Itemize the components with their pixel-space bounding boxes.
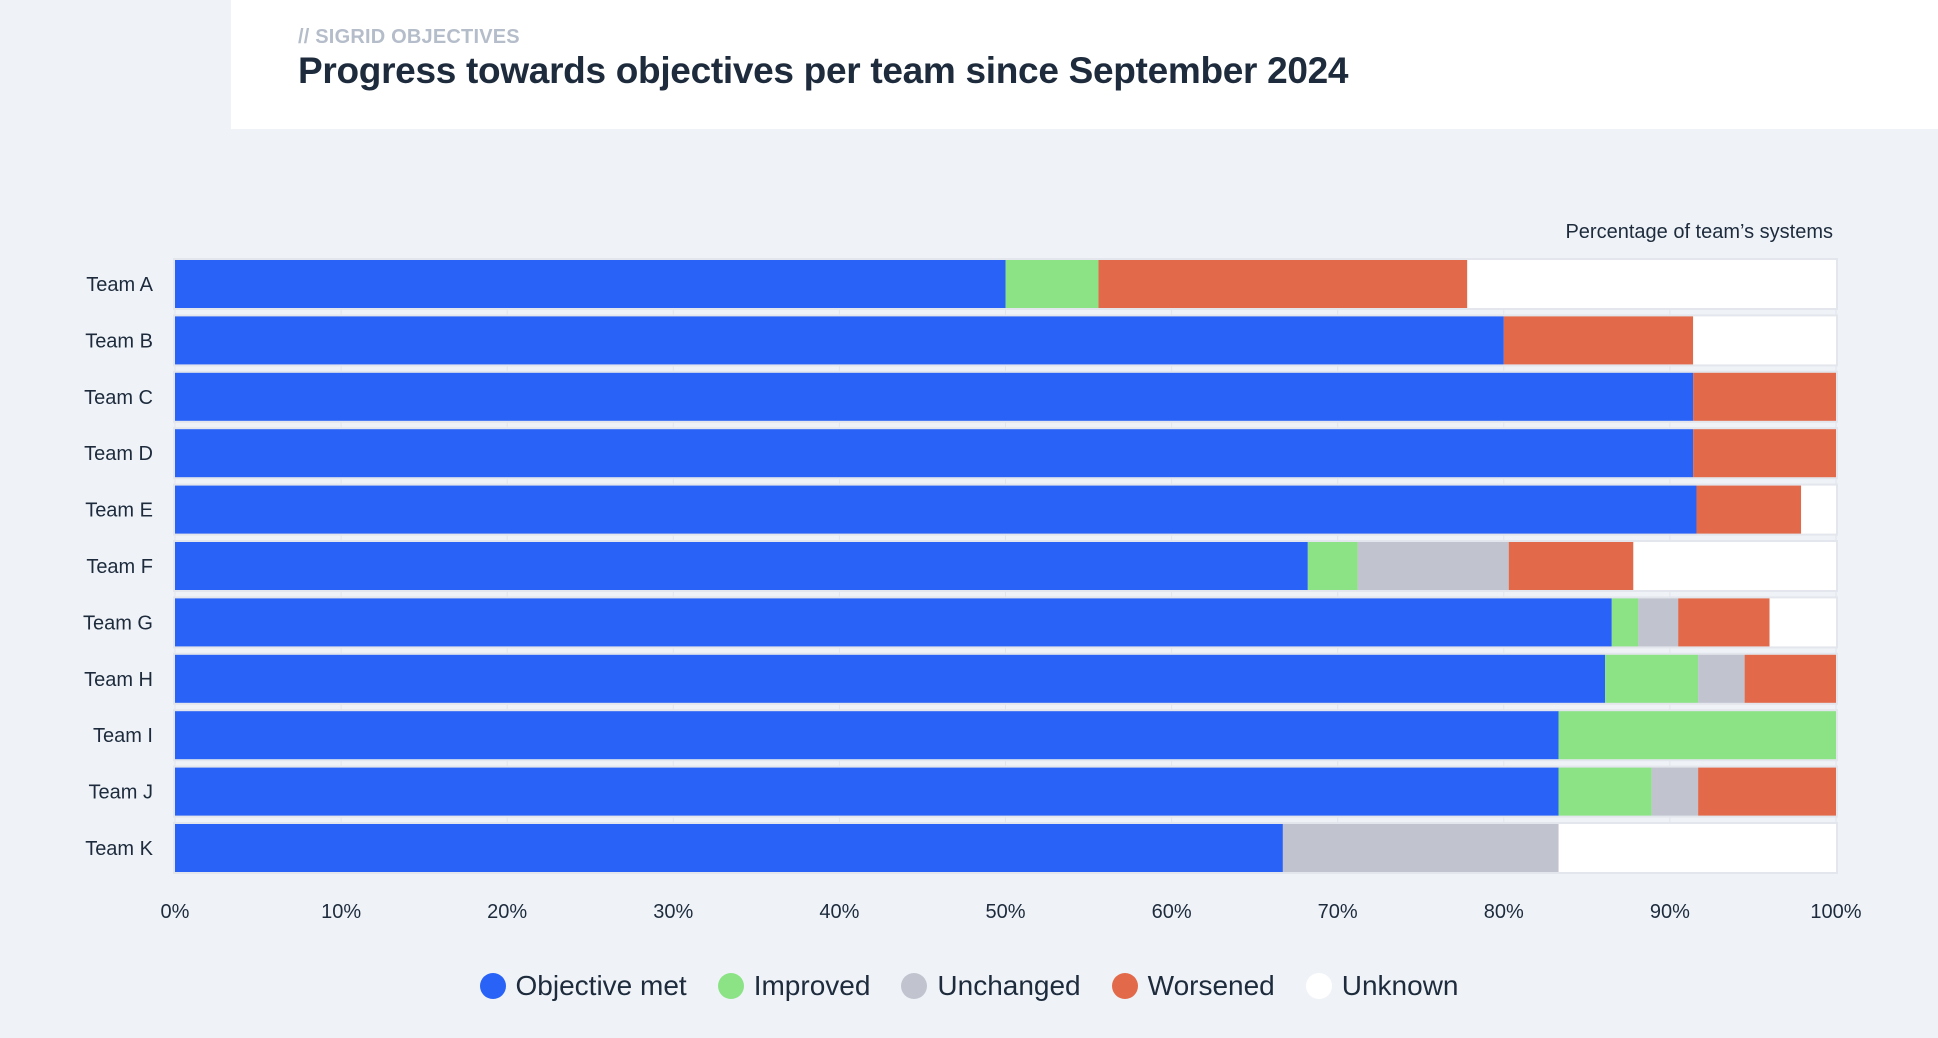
eyebrow-label: // SIGRID OBJECTIVES bbox=[298, 26, 520, 48]
category-label: Team C bbox=[84, 387, 153, 409]
category-label: Team E bbox=[85, 500, 153, 522]
bar-segment-unknown[interactable] bbox=[1633, 542, 1836, 590]
x-tick-label: 10% bbox=[321, 901, 361, 923]
legend-swatch-icon bbox=[901, 973, 928, 999]
bar-segment-objective-met[interactable] bbox=[175, 542, 1308, 590]
category-label: Team K bbox=[85, 838, 153, 860]
bar-segment-unchanged[interactable] bbox=[1357, 542, 1509, 590]
category-label: Team H bbox=[84, 669, 153, 691]
bar-segment-worsened[interactable] bbox=[1098, 260, 1468, 308]
legend-label: Improved bbox=[753, 970, 871, 1001]
bar-segment-objective-met[interactable] bbox=[175, 711, 1559, 760]
category-label: Team G bbox=[83, 612, 153, 634]
legend-label: Unchanged bbox=[937, 970, 1081, 1001]
legend-label: Objective met bbox=[515, 970, 687, 1001]
legend: Objective met Improved Unchanged Worsened Un… bbox=[0, 970, 1938, 1002]
category-label: Team F bbox=[86, 556, 153, 578]
bar-segment-unchanged[interactable] bbox=[1651, 767, 1699, 816]
legend-item-worsened[interactable]: Worsened bbox=[1111, 970, 1275, 1002]
legend-swatch-icon bbox=[1305, 973, 1332, 999]
legend-item-unknown[interactable]: Unknown bbox=[1305, 970, 1459, 1002]
legend-item-unchanged[interactable]: Unchanged bbox=[901, 970, 1081, 1002]
stacked-bar-chart: 0% 10% 20% 30% 40% 50% 60% 70% 80% 90% 100% Team A T… bbox=[83, 221, 1862, 923]
bar-segment-unchanged[interactable] bbox=[1638, 598, 1679, 647]
category-label: Team B bbox=[85, 330, 153, 352]
bar-segment-objective-met[interactable] bbox=[175, 316, 1504, 365]
bar-segment-unknown[interactable] bbox=[1467, 260, 1836, 308]
bar-segment-improved[interactable] bbox=[1307, 542, 1358, 590]
x-tick-label: 20% bbox=[487, 901, 527, 923]
x-axis-label: Percentage of team’s systems bbox=[1565, 221, 1833, 243]
x-tick-label: 0% bbox=[161, 901, 190, 923]
category-label: Team J bbox=[89, 782, 153, 804]
x-tick-label: 40% bbox=[819, 901, 859, 923]
x-tick-label: 90% bbox=[1650, 901, 1690, 923]
bar-segment-worsened[interactable] bbox=[1508, 542, 1634, 590]
bar-segment-objective-met[interactable] bbox=[175, 654, 1606, 703]
x-tick-label: 80% bbox=[1484, 901, 1524, 923]
bar-segment-improved[interactable] bbox=[1558, 767, 1652, 816]
bar-segment-improved[interactable] bbox=[1558, 711, 1836, 760]
bar-segment-unknown[interactable] bbox=[1558, 824, 1836, 872]
bar-segment-worsened[interactable] bbox=[1678, 598, 1770, 647]
bar-segment-worsened[interactable] bbox=[1744, 654, 1836, 703]
x-tick-label: 100% bbox=[1810, 901, 1861, 923]
category-label: Team D bbox=[84, 443, 153, 465]
labels-layer: 0% 10% 20% 30% 40% 50% 60% 70% 80% 90% 100% Team A T… bbox=[83, 274, 1862, 923]
category-label: Team A bbox=[86, 274, 153, 296]
category-label: Team I bbox=[93, 725, 153, 747]
bar-segment-unchanged[interactable] bbox=[1698, 654, 1745, 703]
legend-label: Worsened bbox=[1147, 970, 1275, 1001]
header-card bbox=[231, 0, 1938, 129]
bar-segment-unknown[interactable] bbox=[1769, 598, 1836, 647]
bar-segment-worsened[interactable] bbox=[1698, 767, 1836, 816]
bar-segment-objective-met[interactable] bbox=[175, 485, 1697, 534]
bar-segment-unknown[interactable] bbox=[1801, 485, 1836, 534]
x-tick-label: 70% bbox=[1318, 901, 1358, 923]
bar-segment-improved[interactable] bbox=[1605, 654, 1699, 703]
bar-segment-objective-met[interactable] bbox=[175, 260, 1006, 308]
bars-layer bbox=[173, 258, 1838, 874]
bar-segment-objective-met[interactable] bbox=[175, 598, 1612, 647]
page-title: Progress towards objectives per team sin… bbox=[298, 50, 1349, 91]
bar-segment-worsened[interactable] bbox=[1696, 485, 1802, 534]
bar-segment-worsened[interactable] bbox=[1693, 372, 1836, 421]
bar-segment-objective-met[interactable] bbox=[175, 372, 1694, 421]
legend-swatch-icon bbox=[717, 973, 744, 999]
legend-item-objective-met[interactable]: Objective met bbox=[479, 970, 687, 1002]
x-tick-label: 60% bbox=[1152, 901, 1192, 923]
x-tick-label: 50% bbox=[985, 901, 1025, 923]
legend-label: Unknown bbox=[1341, 970, 1459, 1001]
bar-segment-unchanged[interactable] bbox=[1282, 824, 1559, 872]
bar-segment-improved[interactable] bbox=[1005, 260, 1099, 308]
bar-segment-objective-met[interactable] bbox=[175, 767, 1559, 816]
legend-swatch-icon bbox=[479, 973, 506, 999]
x-tick-label: 30% bbox=[653, 901, 693, 923]
bar-segment-worsened[interactable] bbox=[1693, 429, 1836, 478]
bar-segment-improved[interactable] bbox=[1611, 598, 1639, 647]
bar-segment-objective-met[interactable] bbox=[175, 429, 1694, 478]
legend-swatch-icon bbox=[1111, 973, 1138, 999]
bar-segment-objective-met[interactable] bbox=[175, 824, 1283, 872]
legend-item-improved[interactable]: Improved bbox=[717, 970, 871, 1002]
bar-segment-unknown[interactable] bbox=[1693, 316, 1836, 365]
bar-segment-worsened[interactable] bbox=[1503, 316, 1694, 365]
